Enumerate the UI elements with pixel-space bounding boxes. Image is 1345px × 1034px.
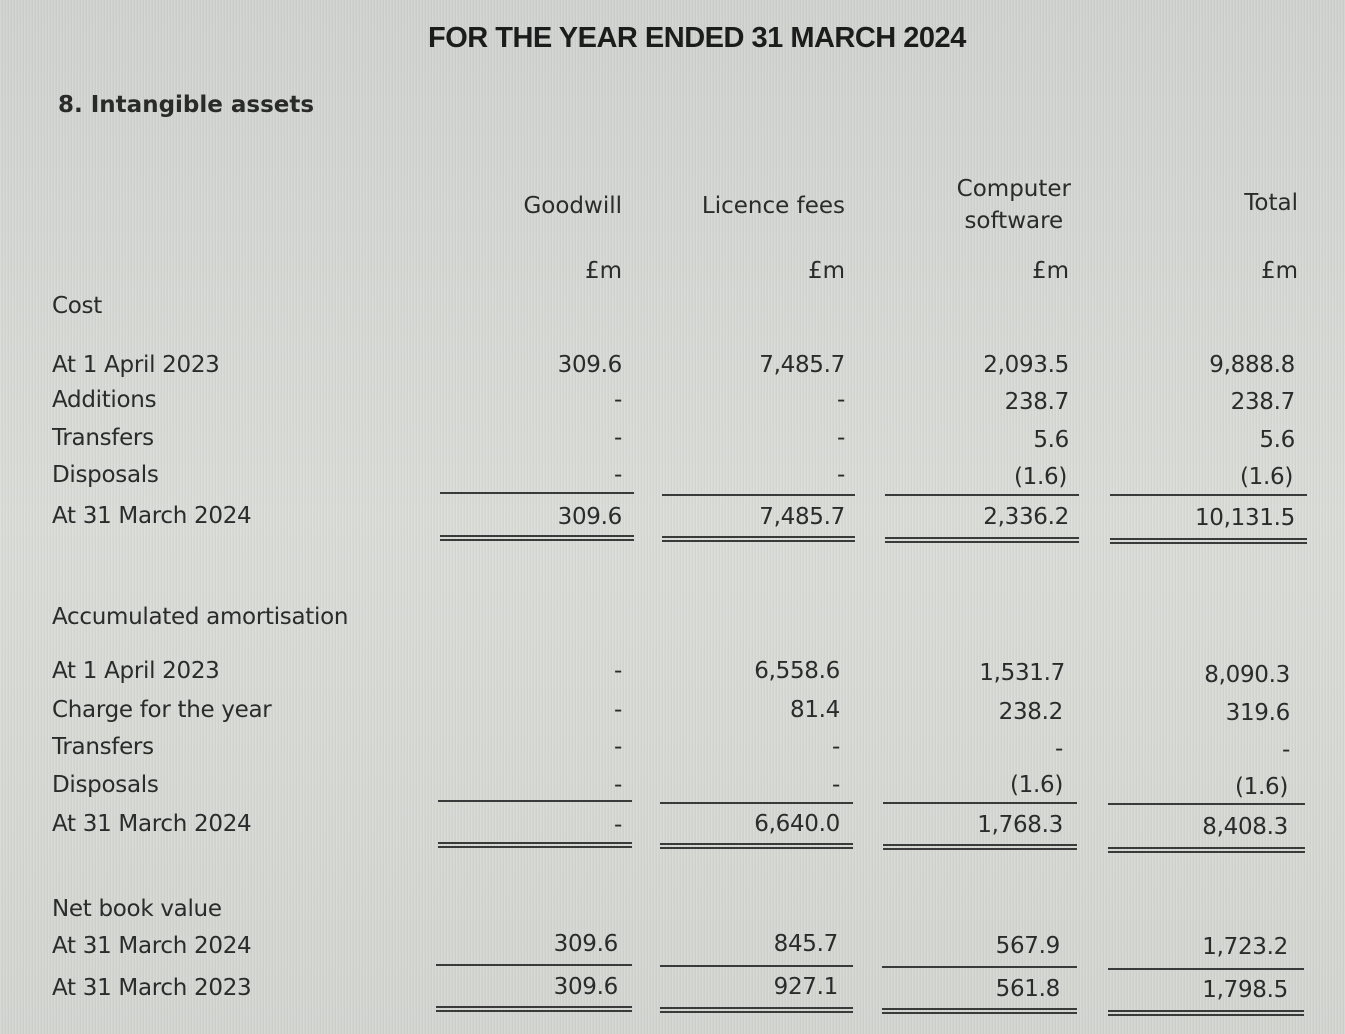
cost-heading: Cost bbox=[52, 293, 102, 319]
nbv-cell: 1,798.5 bbox=[1202, 977, 1288, 1003]
column-header-licence-fees: Licence fees bbox=[701, 193, 845, 219]
nbv-row-label: At 31 March 2023 bbox=[52, 975, 252, 1001]
cost-row-label: Transfers bbox=[52, 425, 154, 451]
cost-row-label: At 31 March 2024 bbox=[52, 503, 252, 529]
subtotal-rule bbox=[436, 964, 632, 966]
cost-cell: 5.6 bbox=[1259, 427, 1295, 453]
cost-cell: 10,131.5 bbox=[1194, 505, 1295, 531]
subtotal-rule bbox=[1108, 968, 1304, 970]
nbv-cell: 845.7 bbox=[773, 931, 839, 957]
cost-row-label: Disposals bbox=[52, 462, 159, 488]
amortisation-row-label: At 1 April 2023 bbox=[52, 658, 220, 684]
amortisation-cell: 1,768.3 bbox=[977, 812, 1063, 838]
column-header-computer-software-line1: Computer bbox=[956, 176, 1071, 202]
unit-goodwill: £m bbox=[584, 258, 622, 284]
cost-cell: 309.6 bbox=[557, 352, 623, 378]
amortisation-heading: Accumulated amortisation bbox=[52, 604, 349, 630]
amortisation-cell: - bbox=[614, 772, 622, 798]
total-rule bbox=[440, 535, 634, 541]
subtotal-rule bbox=[438, 800, 632, 802]
cost-cell: 7,485.7 bbox=[759, 504, 845, 530]
amortisation-cell: - bbox=[1055, 736, 1063, 762]
subtotal-rule bbox=[1108, 803, 1305, 805]
amortisation-cell: - bbox=[1282, 737, 1290, 763]
amortisation-cell: - bbox=[614, 812, 622, 838]
subtotal-rule bbox=[660, 802, 853, 804]
amortisation-cell: 8,408.3 bbox=[1202, 814, 1288, 840]
section-heading: 8. Intangible assets bbox=[58, 92, 315, 118]
subtotal-rule bbox=[440, 492, 634, 494]
column-header-computer-software: Computer software bbox=[957, 173, 1071, 237]
cost-cell: (1.6) bbox=[1239, 464, 1293, 490]
total-rule bbox=[883, 844, 1077, 850]
cost-cell: 5.6 bbox=[1033, 427, 1069, 453]
column-header-computer-software-line2: software bbox=[964, 208, 1064, 234]
cost-cell: (1.6) bbox=[1013, 464, 1067, 490]
amortisation-row-label: At 31 March 2024 bbox=[52, 811, 252, 837]
cost-cell: - bbox=[614, 387, 622, 413]
total-rule bbox=[1110, 538, 1307, 544]
amortisation-cell: 319.6 bbox=[1225, 700, 1291, 726]
amortisation-cell: 8,090.3 bbox=[1204, 662, 1290, 688]
amortisation-cell: 238.2 bbox=[998, 699, 1064, 725]
nbv-row-label: At 31 March 2024 bbox=[52, 933, 252, 959]
cost-cell: 238.7 bbox=[1230, 389, 1296, 415]
cost-cell: 2,093.5 bbox=[983, 352, 1069, 378]
total-rule bbox=[438, 842, 632, 848]
cost-cell: 9,888.8 bbox=[1209, 352, 1295, 378]
amortisation-cell: - bbox=[832, 772, 840, 798]
nbv-cell: 927.1 bbox=[773, 974, 839, 1000]
total-rule bbox=[660, 1007, 853, 1013]
unit-computer-software: £m bbox=[1031, 258, 1069, 284]
page-title: FOR THE YEAR ENDED 31 MARCH 2024 bbox=[428, 22, 966, 54]
total-rule bbox=[660, 843, 853, 849]
column-header-goodwill: Goodwill bbox=[523, 193, 622, 219]
total-rule bbox=[436, 1006, 632, 1012]
column-header-total: Total bbox=[1244, 190, 1298, 216]
subtotal-rule bbox=[883, 802, 1077, 804]
amortisation-cell: 81.4 bbox=[789, 697, 840, 723]
unit-licence-fees: £m bbox=[807, 258, 845, 284]
amortisation-cell: 6,558.6 bbox=[754, 658, 840, 684]
amortisation-cell: 6,640.0 bbox=[754, 811, 840, 837]
cost-cell: - bbox=[837, 387, 845, 413]
subtotal-rule bbox=[662, 494, 855, 496]
total-rule bbox=[662, 536, 855, 542]
amortisation-cell: 1,531.7 bbox=[979, 660, 1065, 686]
nbv-cell: 309.6 bbox=[553, 931, 619, 957]
cost-cell: - bbox=[614, 462, 622, 488]
nbv-heading: Net book value bbox=[52, 896, 222, 922]
amortisation-cell: - bbox=[614, 697, 622, 723]
amortisation-cell: - bbox=[614, 658, 622, 684]
cost-cell: - bbox=[614, 425, 622, 451]
total-rule bbox=[1108, 847, 1305, 853]
cost-row-label: Additions bbox=[52, 387, 157, 413]
cost-row-label: At 1 April 2023 bbox=[52, 352, 220, 378]
amortisation-cell: (1.6) bbox=[1009, 772, 1063, 798]
amortisation-row-label: Charge for the year bbox=[52, 697, 272, 723]
cost-cell: 309.6 bbox=[557, 504, 623, 530]
cost-cell: - bbox=[837, 425, 845, 451]
cost-cell: 2,336.2 bbox=[983, 504, 1069, 530]
cost-cell: 7,485.7 bbox=[759, 352, 845, 378]
subtotal-rule bbox=[660, 965, 853, 967]
total-rule bbox=[882, 1008, 1077, 1014]
nbv-cell: 561.8 bbox=[995, 976, 1061, 1002]
amortisation-cell: - bbox=[832, 734, 840, 760]
nbv-cell: 1,723.2 bbox=[1202, 934, 1288, 960]
total-rule bbox=[885, 537, 1079, 543]
total-rule bbox=[1108, 1010, 1304, 1016]
amortisation-row-label: Transfers bbox=[52, 734, 154, 760]
subtotal-rule bbox=[1110, 494, 1307, 496]
subtotal-rule bbox=[882, 966, 1077, 968]
amortisation-cell: - bbox=[614, 734, 622, 760]
cost-cell: 238.7 bbox=[1004, 389, 1070, 415]
cost-cell: - bbox=[837, 462, 845, 488]
amortisation-row-label: Disposals bbox=[52, 772, 159, 798]
subtotal-rule bbox=[885, 494, 1079, 496]
nbv-cell: 567.9 bbox=[995, 933, 1061, 959]
nbv-cell: 309.6 bbox=[553, 974, 619, 1000]
amortisation-cell: (1.6) bbox=[1234, 774, 1288, 800]
unit-total: £m bbox=[1260, 258, 1298, 284]
